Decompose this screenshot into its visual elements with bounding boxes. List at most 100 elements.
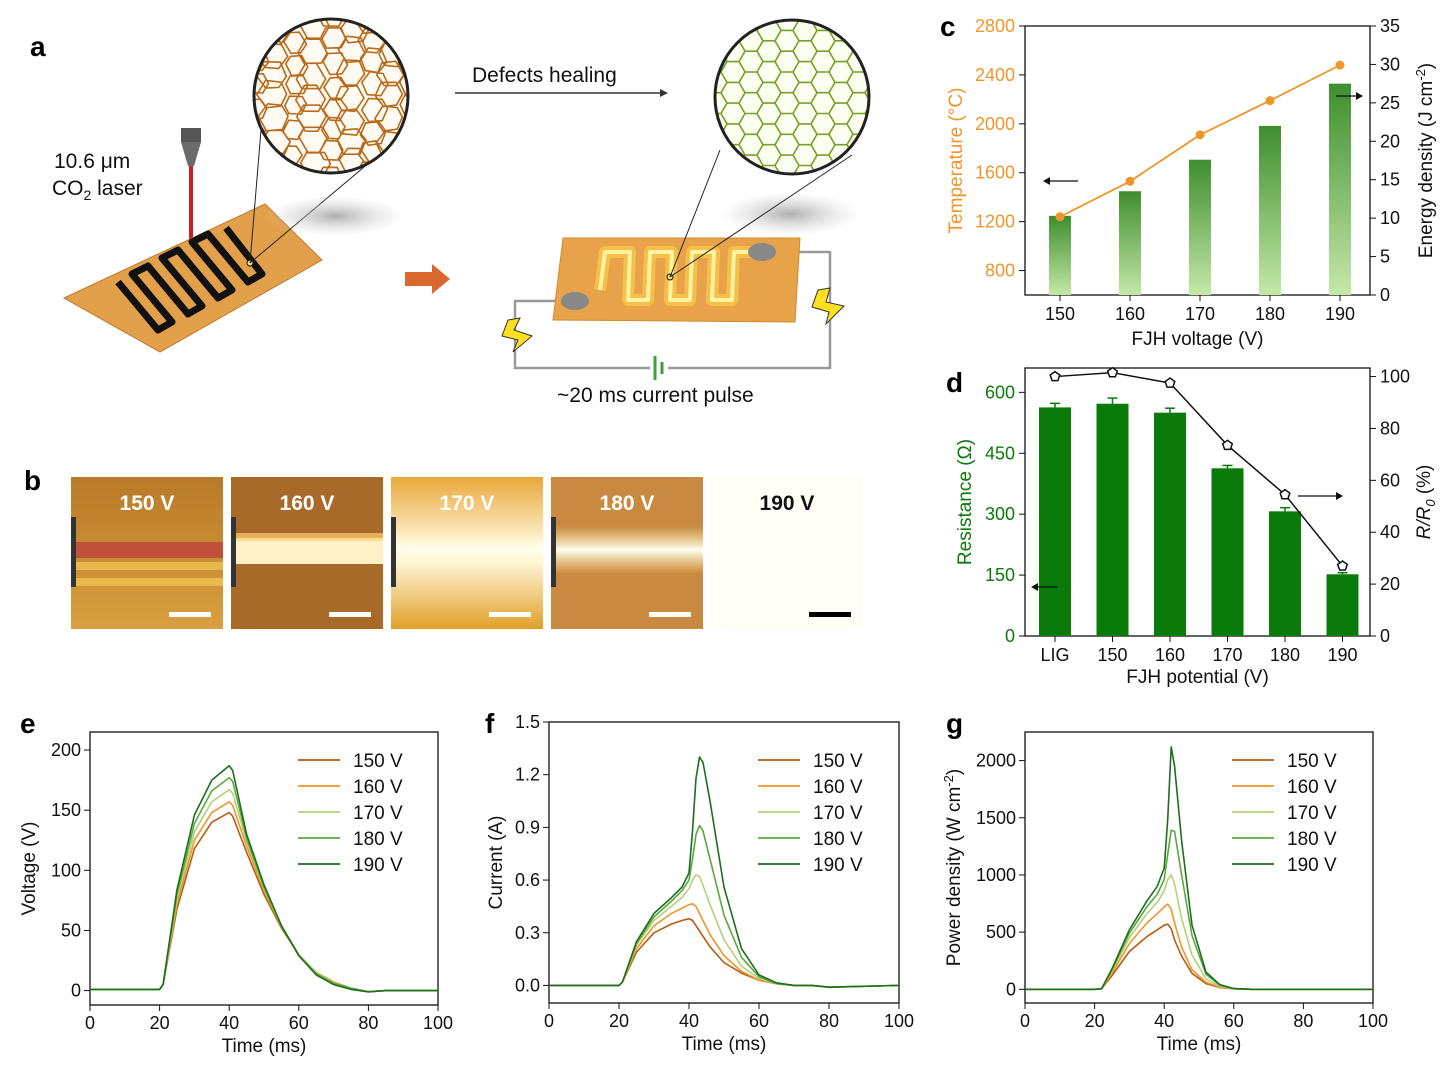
energy-density-bar xyxy=(1189,159,1211,295)
y-tick-label: 200 xyxy=(51,740,81,760)
arrow-head xyxy=(1031,583,1038,591)
arrow-head xyxy=(1356,92,1363,100)
series-line-190v xyxy=(90,764,438,993)
y-tick-label-right: 25 xyxy=(1380,93,1400,113)
lightning-icon-left xyxy=(501,317,534,353)
arrow-head xyxy=(1043,177,1050,185)
photo-1: 150 V xyxy=(71,477,223,629)
arrow-head xyxy=(1336,492,1343,500)
y-tick-label-left: 450 xyxy=(985,443,1015,463)
energy-density-bar xyxy=(1119,191,1141,295)
healed-lattice-zoom xyxy=(713,18,871,176)
legend-label: 180 V xyxy=(1287,829,1337,850)
y-axis-label-left: Temperature (°C) xyxy=(946,88,967,234)
electrode-right xyxy=(748,243,776,261)
electrode-edge xyxy=(231,517,236,587)
x-tick-label: 160 xyxy=(1115,304,1145,324)
x-tick-label: 40 xyxy=(1154,1011,1174,1031)
x-tick-label: 0 xyxy=(1020,1011,1030,1031)
y-axis-label: Power density (W cm-2) xyxy=(941,769,965,966)
y-tick-label-right: 60 xyxy=(1380,470,1400,490)
panel-f-label: f xyxy=(485,708,495,739)
temperature-point xyxy=(1055,212,1065,222)
plot-frame xyxy=(548,721,900,1004)
y-tick-label-right: 20 xyxy=(1380,574,1400,594)
y-tick-label: 100 xyxy=(51,860,81,880)
x-tick-label: 20 xyxy=(150,1013,170,1033)
panel-c: c 800 1200 1600 2000 2400 2800 0 5 10 15 20 25 30 35 1… xyxy=(940,11,1437,350)
legend-label: 150 V xyxy=(1287,751,1337,772)
y-tick-label: 0.0 xyxy=(515,975,540,995)
energy-density-bar xyxy=(1049,215,1071,295)
ratio-point xyxy=(1049,370,1061,382)
y-tick-label-right: 35 xyxy=(1380,16,1400,36)
legend-label: 170 V xyxy=(353,803,403,824)
y-axis-label: Current (A) xyxy=(486,816,507,910)
y-axis-label: Voltage (V) xyxy=(19,822,40,916)
y-tick-label: 150 xyxy=(51,800,81,820)
photo-voltage-label: 180 V xyxy=(600,492,655,515)
y-label-part: Power density (W cm xyxy=(944,787,965,966)
y-tick-label: 1000 xyxy=(976,865,1016,885)
ratio-point xyxy=(1336,560,1349,571)
panel-e-label: e xyxy=(20,708,36,739)
series-line-170v xyxy=(1025,874,1373,991)
ratio-point xyxy=(1106,366,1119,378)
photo-4: 180 V xyxy=(551,477,703,629)
series-line-150v xyxy=(549,917,900,989)
x-tick-label: 150 xyxy=(1045,304,1075,324)
burning-strip xyxy=(71,542,223,558)
y-tick-label-left: 1600 xyxy=(975,163,1015,183)
x-tick-label: 180 xyxy=(1255,304,1285,324)
resistance-bar xyxy=(1039,407,1071,636)
y-tick-label-right: 5 xyxy=(1380,247,1390,267)
x-tick-label: 100 xyxy=(884,1011,914,1031)
photo-background xyxy=(711,477,863,629)
y-tick-label-right: 20 xyxy=(1380,131,1400,151)
x-tick-label: LIG xyxy=(1040,645,1069,665)
glow-strip xyxy=(391,530,543,570)
legend-label: 160 V xyxy=(813,777,863,798)
photo-voltage-label: 160 V xyxy=(280,492,335,515)
x-tick-label: 150 xyxy=(1097,645,1127,665)
y-axis-label-left: Resistance (Ω) xyxy=(955,439,976,565)
x-tick-label: 60 xyxy=(749,1011,769,1031)
x-tick-label: 100 xyxy=(1358,1011,1388,1031)
laser-type-label: CO2 laser xyxy=(52,177,143,203)
photo-5: 190 V xyxy=(711,477,863,629)
scale-bar xyxy=(489,612,531,617)
laser-wavelength-label: 10.6 μm xyxy=(54,150,130,173)
x-tick-label: 170 xyxy=(1185,304,1215,324)
series-line-190v xyxy=(1025,746,1373,991)
scale-bar xyxy=(169,612,211,617)
temperature-point xyxy=(1125,176,1135,186)
resistance-bar xyxy=(1326,574,1359,636)
y-tick-label: 500 xyxy=(986,922,1016,942)
photo-2: 160 V xyxy=(231,477,383,629)
y-tick-label-left: 2400 xyxy=(975,65,1015,85)
panel-e: e 0 20 40 60 80 100 0 50 100 150 200 150 V 160 V 170 … xyxy=(19,708,453,1057)
temperature-point xyxy=(1265,96,1275,106)
y-tick-label-right: 0 xyxy=(1380,285,1390,305)
temperature-point xyxy=(1335,60,1345,70)
pulse-label: ~20 ms current pulse xyxy=(557,384,754,407)
resistance-bar xyxy=(1154,412,1186,636)
temperature-point xyxy=(1195,130,1205,140)
y-label-part: ) xyxy=(944,769,965,775)
resistance-bar xyxy=(1269,511,1301,636)
legend-label: 170 V xyxy=(1287,803,1337,824)
x-axis-label: Time (ms) xyxy=(1157,1034,1242,1055)
y-tick-label-left: 800 xyxy=(985,261,1015,281)
stripe xyxy=(71,562,223,570)
panel-d: d 0 150 300 450 600 0 20 40 60 80 100 LIG 150 160 170 1… xyxy=(946,367,1438,688)
stripe xyxy=(71,578,223,586)
resistance-bar xyxy=(1211,468,1244,636)
x-tick-label: 40 xyxy=(219,1013,239,1033)
electrode-edge xyxy=(71,517,76,587)
electrode-edge xyxy=(551,517,556,587)
plot-frame xyxy=(1024,367,1371,637)
y-label-part: ) xyxy=(1416,63,1437,69)
y-tick-label: 1.2 xyxy=(515,765,540,785)
y-label-part: (%) xyxy=(1414,465,1435,500)
